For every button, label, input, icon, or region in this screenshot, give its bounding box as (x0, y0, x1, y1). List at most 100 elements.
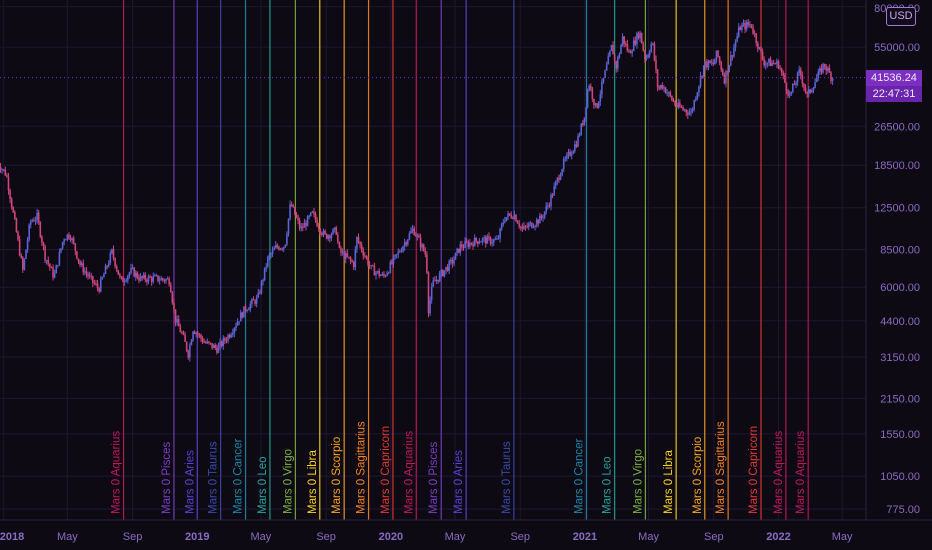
candle-body (279, 248, 282, 250)
candle-body (486, 236, 489, 244)
candle-body (76, 251, 78, 259)
candle-body (547, 205, 549, 207)
candle-body (540, 215, 543, 218)
x-axis[interactable]: 2018 May Sep 2019 May Sep 2020 May Sep 2021 May Sep… (0, 531, 853, 543)
candle-body (274, 245, 277, 249)
candle-body (693, 100, 695, 109)
candle-body (602, 77, 605, 82)
candle-body (599, 94, 602, 102)
candle-body (443, 270, 446, 277)
x-tick-label: 2022 (766, 531, 790, 543)
candle-body (812, 87, 815, 91)
candle-body (467, 242, 470, 247)
candle-body (539, 215, 541, 224)
candle-body (822, 63, 824, 73)
candle-body (101, 277, 104, 279)
candle-body (66, 234, 69, 240)
candle-body (500, 224, 503, 229)
candle-body (696, 92, 699, 99)
ingress-label: Mars 0 Aquarius (795, 431, 807, 514)
candle-body (534, 225, 536, 228)
candle-body (675, 105, 678, 108)
candle-body (282, 247, 285, 250)
candle-body (601, 81, 603, 95)
candle-body (432, 280, 435, 287)
candle-body (559, 175, 562, 180)
candle-body (607, 56, 610, 65)
candle-body (779, 68, 781, 70)
candle-body (453, 259, 455, 264)
candle-body (309, 212, 312, 216)
candle-body (699, 76, 702, 87)
candle-body (569, 151, 571, 156)
y-axis[interactable]: 80000.0055000.0026500.0018500.0012500.00… (874, 3, 920, 516)
candle-body (787, 90, 789, 96)
x-tick-label: Sep (704, 531, 724, 543)
candle-body (17, 232, 19, 240)
candle-body (749, 24, 751, 26)
candle-body (758, 46, 761, 49)
candle-body (666, 93, 668, 94)
candle-body (386, 273, 388, 276)
candle-body (271, 249, 274, 254)
ingress-label: Mars 0 Capricorn (380, 426, 392, 514)
candle-body (348, 256, 350, 258)
candle-body (351, 260, 353, 263)
candle-body (535, 219, 538, 226)
candle-body (206, 341, 209, 344)
candle-body (424, 250, 427, 255)
candle-body (107, 263, 110, 267)
candle-body (112, 249, 115, 259)
candle-body (744, 23, 746, 30)
candle-body (620, 45, 622, 54)
ingress-label: Mars 0 Aquarius (403, 431, 415, 514)
candle-body (712, 62, 715, 65)
candle-body (123, 281, 126, 283)
candle-body (578, 134, 581, 136)
candle-body (510, 214, 513, 218)
candle-body (338, 242, 341, 248)
candle-body (437, 279, 439, 282)
candle-body (652, 43, 654, 45)
candle-body (745, 22, 748, 30)
x-tick-label: 2019 (185, 531, 209, 543)
candle-body (152, 276, 155, 282)
candle-body (803, 83, 805, 88)
candle-body (639, 32, 641, 39)
ingress-label: Mars 0 Aquarius (773, 431, 785, 514)
candle-body (710, 62, 713, 64)
candle-body (496, 238, 498, 240)
candle-body (198, 334, 201, 336)
candle-body (227, 335, 229, 341)
candle-body (685, 109, 688, 113)
candle-body (87, 273, 89, 277)
candle-body (612, 44, 614, 55)
candle-body (631, 50, 633, 54)
candle-body (720, 62, 723, 70)
candle-body (634, 40, 637, 45)
candle-body (23, 258, 26, 270)
candle-body (45, 260, 48, 262)
candle-body (20, 255, 23, 258)
candle-body (392, 256, 395, 264)
candle-body (197, 333, 199, 335)
candle-body (776, 61, 778, 65)
candle-body (96, 283, 99, 289)
candle-body (290, 204, 293, 207)
currency-badge[interactable]: USD (886, 7, 916, 26)
y-tick-label: 1550.00 (880, 429, 920, 441)
candle-body (610, 44, 613, 51)
candle-body (176, 319, 178, 323)
candle-body (644, 50, 646, 60)
candle-body (788, 94, 791, 96)
candle-body (411, 228, 414, 231)
candle-body (236, 321, 239, 326)
candle-body (111, 249, 113, 254)
candle-body (593, 98, 595, 106)
candle-body (155, 275, 158, 277)
y-tick-label: 4400.00 (880, 316, 920, 328)
candle-body (504, 220, 506, 223)
candle-body (399, 251, 401, 253)
ingress-label: Mars 0 Sagittarius (715, 421, 727, 514)
